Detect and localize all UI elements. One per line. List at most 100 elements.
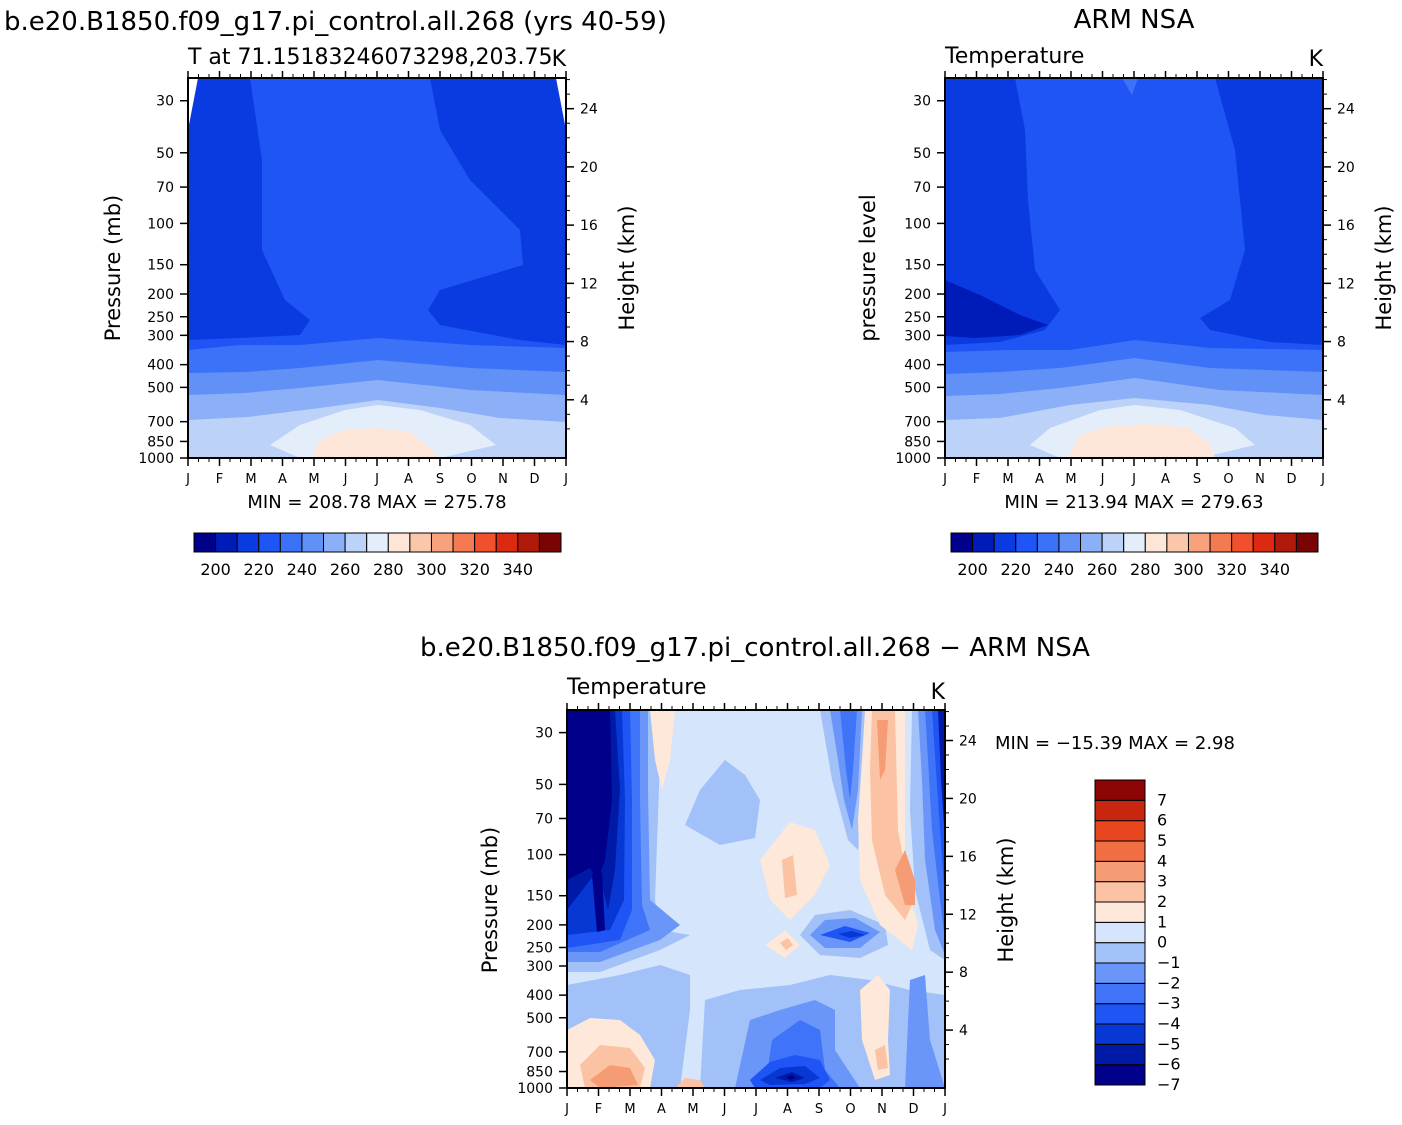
y-tick-label: 400 <box>147 358 174 374</box>
height-tick-label: 16 <box>959 849 977 865</box>
y-tick-label: 1000 <box>517 1081 553 1097</box>
y-tick-label: 850 <box>526 1065 553 1081</box>
colorbar-swatch <box>538 532 562 553</box>
contour-fill <box>590 1065 638 1088</box>
y-tick-label: 250 <box>904 310 931 326</box>
contour-fill <box>875 1045 888 1070</box>
y-tick-label: 150 <box>147 258 174 274</box>
y-tick-label: 300 <box>147 328 174 344</box>
height-tick-label: 8 <box>959 965 968 981</box>
colorbar-swatch <box>972 532 995 553</box>
colorbar-swatch <box>1094 1023 1146 1045</box>
height-tick-label: 12 <box>580 276 598 292</box>
x-tick-label: A <box>1161 472 1170 487</box>
height-tick-label: 8 <box>580 335 589 351</box>
colorbar-label: −7 <box>1157 1075 1181 1094</box>
y-tick-label: 500 <box>526 1011 553 1027</box>
colorbar-swatch <box>1144 532 1168 553</box>
x-tick-label: J <box>563 472 568 487</box>
colorbar-swatch <box>1252 532 1276 553</box>
x-tick-label: J <box>564 1102 569 1117</box>
height-tick-label: 20 <box>1337 160 1355 176</box>
colorbar-swatch <box>1094 942 1146 964</box>
contour-fill <box>1068 424 1215 458</box>
x-tick-label: J <box>753 1102 758 1117</box>
x-tick-label: A <box>278 472 287 487</box>
x-tick-label: N <box>498 472 508 487</box>
colorbar-swatch <box>258 532 281 553</box>
x-tick-label: O <box>1223 472 1233 487</box>
colorbar-swatch <box>1231 532 1254 553</box>
colorbar-label: −6 <box>1157 1055 1181 1074</box>
x-tick-label: F <box>216 472 223 487</box>
contour-fill <box>782 855 797 898</box>
colorbar-label: −4 <box>1157 1014 1181 1033</box>
x-tick-label: S <box>436 472 444 487</box>
height-tick-label: 12 <box>959 907 977 923</box>
panel-diff-title: b.e20.B1850.f09_g17.pi_control.all.268 −… <box>420 633 1090 663</box>
y-tick-label: 200 <box>904 287 931 303</box>
colorbar-label: 280 <box>373 560 404 579</box>
colorbar-swatch <box>215 532 238 553</box>
y-tick-label: 50 <box>156 146 174 162</box>
y-tick-label: 400 <box>904 358 931 374</box>
colorbar-swatch <box>950 532 974 553</box>
contour-fill <box>567 710 612 880</box>
colorbar-swatch <box>409 532 432 553</box>
colorbar-swatch <box>1094 962 1146 984</box>
colorbar-label: 5 <box>1157 831 1167 850</box>
colorbar-swatch <box>323 532 346 553</box>
panel-obs-subtitle: Temperature <box>944 44 1084 69</box>
y-tick-label: 70 <box>156 180 174 196</box>
colorbar-label: 7 <box>1157 790 1167 809</box>
colorbar-swatch <box>1015 532 1038 553</box>
colorbar-swatch <box>1094 901 1146 923</box>
colorbar-label: 220 <box>243 560 274 579</box>
contour-fill <box>188 78 310 340</box>
colorbar-swatch <box>1094 779 1146 801</box>
y-tick-label: 150 <box>904 258 931 274</box>
colorbar-swatch <box>1058 532 1082 553</box>
colorbar-label: −1 <box>1157 953 1181 972</box>
panel-diff-units: K <box>931 680 946 705</box>
y-tick-label: 30 <box>913 94 931 110</box>
contour-fill <box>760 822 830 920</box>
y-tick-label: 850 <box>147 434 174 450</box>
panel-obs-colorbar: 200 220 240 260 280 300 320 340 <box>950 532 1319 579</box>
colorbar-swatch <box>387 532 411 553</box>
contour-fill <box>938 710 945 840</box>
y-tick-label: 1000 <box>895 451 931 467</box>
contour-fill <box>877 720 888 780</box>
panel-model-subtitle: T at 71.15183246073298,203.75 <box>187 45 552 70</box>
x-tick-label: O <box>466 472 476 487</box>
colorbar-swatch <box>495 532 519 553</box>
panel-obs-ylabel-right: Height (km) <box>1372 205 1396 330</box>
x-tick-label: J <box>942 472 947 487</box>
colorbar-swatch <box>301 532 325 553</box>
colorbar-swatch <box>1036 532 1060 553</box>
contour-fill <box>945 280 1048 338</box>
colorbar-label: 220 <box>1000 560 1031 579</box>
height-tick-label: 20 <box>959 791 977 807</box>
y-tick-label: 850 <box>904 434 931 450</box>
colorbar-label: 200 <box>200 560 231 579</box>
contour-fill <box>685 760 760 845</box>
y-tick-label: 700 <box>526 1045 553 1061</box>
colorbar-label: 260 <box>1087 560 1118 579</box>
x-tick-label: O <box>845 1102 855 1117</box>
y-tick-label: 150 <box>526 889 553 905</box>
colorbar-swatch <box>1187 532 1211 553</box>
y-tick-label: 70 <box>535 811 553 827</box>
colorbar-label: 320 <box>1216 560 1247 579</box>
colorbar-swatch <box>1094 799 1146 822</box>
panel-model-ylabel: Pressure (mb) <box>101 195 125 342</box>
panel-diff: b.e20.B1850.f09_g17.pi_control.all.268 −… <box>420 633 1235 1117</box>
height-tick-label: 20 <box>580 160 598 176</box>
colorbar-swatch <box>344 532 368 553</box>
colorbar-label: 300 <box>416 560 447 579</box>
panel-model-ylabel-right: Height (km) <box>615 205 639 330</box>
colorbar-swatch <box>1094 881 1146 903</box>
x-tick-label: J <box>343 472 348 487</box>
colorbar-swatch <box>193 532 217 553</box>
